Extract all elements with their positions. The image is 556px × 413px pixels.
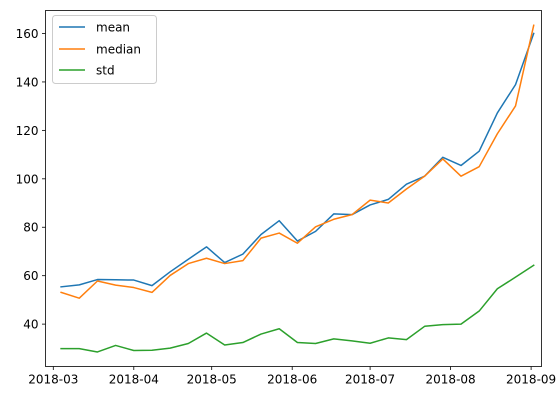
series-line-std <box>60 264 535 353</box>
legend-label-median: median <box>96 43 141 57</box>
legend-label-mean: mean <box>96 21 130 35</box>
y-tick-label: 80 <box>23 221 38 235</box>
x-tick-label: 2018-06 <box>267 373 317 387</box>
y-tick-label: 40 <box>23 318 38 332</box>
legend-box <box>52 15 157 84</box>
series-line-mean <box>60 32 535 288</box>
x-tick-label: 2018-08 <box>426 373 476 387</box>
series-line-median <box>60 24 535 299</box>
legend-label-std: std <box>96 64 115 78</box>
y-tick-label: 100 <box>16 172 39 186</box>
x-tick-label: 2018-04 <box>109 373 159 387</box>
y-tick-label: 60 <box>23 269 38 283</box>
y-tick-label: 120 <box>16 124 39 138</box>
y-tick-label: 140 <box>16 75 39 89</box>
x-tick-label: 2018-05 <box>187 373 237 387</box>
x-tick-label: 2018-07 <box>345 373 395 387</box>
legend: mean median std <box>52 15 157 84</box>
y-tick-label: 160 <box>16 27 39 41</box>
x-tick-label: 2018-03 <box>28 373 78 387</box>
plot-frame <box>45 10 542 367</box>
x-tick-label: 2018-09 <box>506 373 556 387</box>
